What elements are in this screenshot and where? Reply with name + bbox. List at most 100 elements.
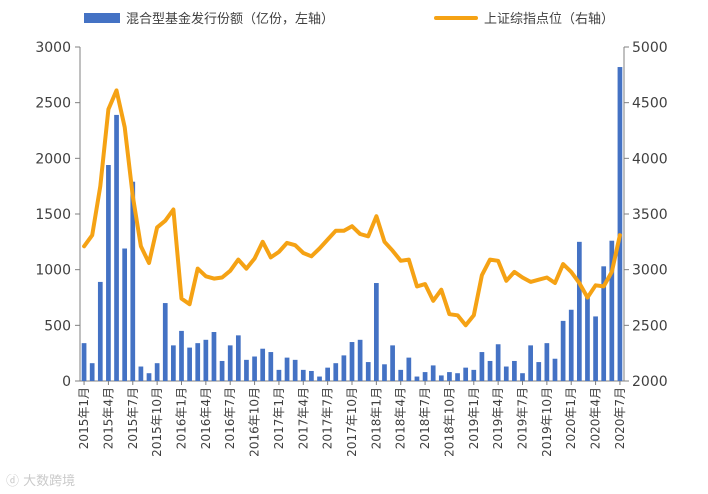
right-axis-tick-label: 2500 [632,318,668,334]
bar-mark [528,345,533,381]
bar-mark [512,360,517,381]
line-mark [82,88,622,328]
x-axis-tick-label: 2019年10月 [540,387,554,457]
x-axis-tick-label: 2020年7月 [613,387,627,449]
bar-mark [317,376,322,381]
bar-mark [430,365,436,381]
bar-mark [309,370,314,381]
bar-mark [544,343,550,381]
bar-mark [455,373,460,381]
bar-mark [585,294,590,381]
bar-mark [300,369,306,381]
bar-mark [601,266,607,381]
x-axis-tick-label: 2015年7月 [126,387,140,449]
bar-mark [560,320,566,381]
bar-mark [235,335,241,381]
bar-mark [252,356,257,381]
bar-mark [187,347,192,381]
legend-line-label: 上证综指点位（右轴） [484,12,615,27]
x-axis-tick-label: 2016年4月 [199,387,213,449]
bar-mark [227,345,233,381]
x-axis-tick-label: 2019年7月 [516,387,530,449]
legend-line-swatch [434,15,478,20]
x-axis-tick-label: 2016年10月 [248,387,262,457]
left-axis-tick-label: 3000 [35,40,71,56]
bar-mark [487,360,493,381]
bar-mark [406,357,412,381]
right-axis-tick-label: 3500 [632,207,668,223]
x-axis-tick-label: 2018年10月 [442,387,456,457]
bar-mark [146,373,152,381]
bar-mark [333,363,339,381]
bar-mark [495,344,501,381]
watermark-text: 大数跨境 [23,474,76,489]
bar-mark [471,369,477,381]
bar-mark [479,352,485,381]
x-axis-tick-label: 2016年7月 [223,387,237,449]
bar-mark [97,281,103,381]
x-axis-tick-label: 2015年1月 [77,387,91,449]
bar-mark [390,345,395,381]
bar-series [81,67,623,381]
line-series [82,88,622,328]
x-axis-tick-label: 2015年4月 [101,387,115,449]
left-axis-tick-label: 2000 [35,151,71,167]
left-axis-tick-label: 2500 [35,96,71,112]
bar-mark [382,364,387,381]
bar-mark [179,330,184,381]
legend-line-series: 上证综指点位（右轴） [434,8,614,27]
left-axis-tick-label: 1500 [35,207,71,223]
x-axis-tick-label: 2018年4月 [394,387,408,449]
bar-mark [365,362,371,381]
right-axis-tick-label: 4500 [632,96,668,112]
bar-mark [211,332,217,381]
x-axis-tick-label: 2018年1月 [369,387,383,449]
bar-mark [106,165,111,381]
bar-mark [438,375,444,381]
bar-mark [89,363,95,381]
x-axis-tick-label: 2017年4月 [296,387,310,449]
x-axis-tick-label: 2017年7月 [321,387,335,449]
left-axis-tick-label: 1000 [35,263,71,279]
legend-bar-label: 混合型基金发行份额（亿份，左轴） [126,12,335,27]
bar-mark [154,363,160,381]
bar-mark [398,369,404,381]
bar-mark [138,366,144,381]
left-axis-tick-label: 0 [62,374,71,390]
bar-mark [268,352,274,381]
bar-mark [609,240,615,381]
bar-mark [447,372,452,381]
right-axis-tick-label: 3000 [632,263,668,279]
bar-mark [341,355,347,381]
x-axis-tick-label: 2019年4月 [491,387,505,449]
x-axis-tick-label: 2020年4月 [589,387,603,449]
x-axis-tick-label: 2016年1月 [174,387,188,449]
bar-mark [568,309,574,381]
bar-mark [203,339,209,381]
watermark: ⓓ 大数跨境 [6,470,75,489]
bar-mark [357,339,363,381]
x-axis-tick-label: 2017年1月 [272,387,286,449]
bar-mark [244,359,249,381]
bar-mark [219,360,225,381]
bar-mark [284,357,290,381]
bar-mark [276,369,282,381]
bar-mark [162,303,168,381]
right-axis-tick-label: 2000 [632,374,668,390]
bar-mark [374,283,379,381]
x-axis-tick-label: 2018年7月 [418,387,432,449]
left-axis-tick-label: 500 [44,318,71,334]
bar-mark [292,359,298,381]
legend-bar-series: 混合型基金发行份额（亿份，左轴） [84,8,334,27]
bar-mark [260,348,266,381]
bar-mark [463,367,469,381]
bar-mark [114,114,119,381]
right-axis-tick-label: 5000 [632,40,668,56]
x-axis-tick-label: 2017年10月 [345,387,359,457]
bar-mark [576,241,582,381]
chart-axes [75,46,629,385]
bar-mark [325,367,330,381]
bar-mark [171,345,176,381]
bar-mark [130,181,136,381]
